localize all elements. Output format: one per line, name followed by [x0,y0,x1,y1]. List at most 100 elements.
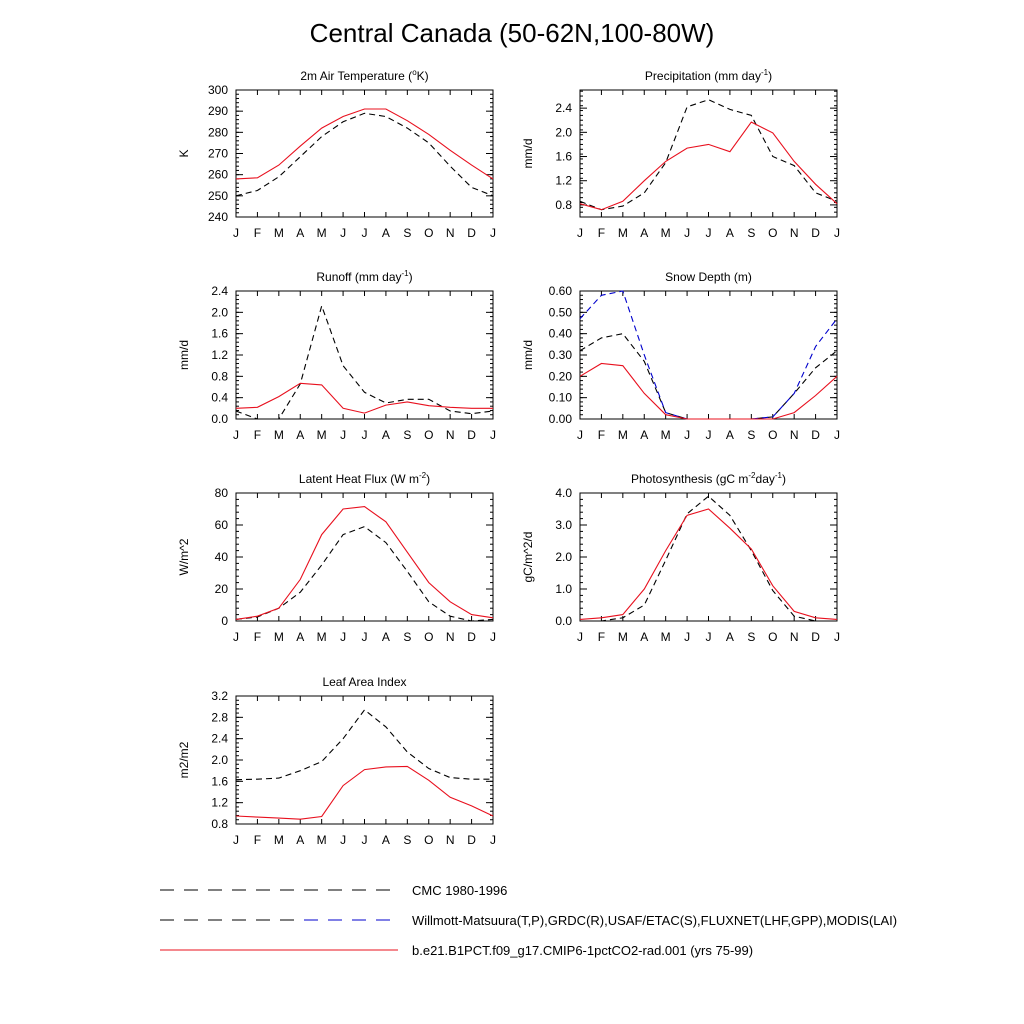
legend: CMC 1980-1996 Willmott-Matsuura(T,P),GRDC… [160,883,897,958]
title-superscript: -2 [748,471,756,480]
x-tick-label: M [317,226,327,240]
y-tick-label: 2.0 [211,753,228,767]
x-tick-label: J [233,833,239,847]
x-tick-label: A [640,226,648,240]
panel-0: 2m Air Temperature (oK)J F M A M J J A S O N D J2402… [177,68,496,240]
x-tick-label: O [768,630,777,644]
x-tick-label: D [811,630,820,644]
x-tick-label: S [403,226,411,240]
x-tick-label: A [382,428,390,442]
title-part: 2m Air Temperature ( [300,69,412,83]
y-tick-label: 0.0 [555,614,572,628]
x-tick-label: O [768,428,777,442]
y-tick-label: 40 [215,550,229,564]
y-tick-label: 0.30 [549,348,573,362]
title-superscript: -1 [402,269,410,278]
y-tick-label: 1.6 [555,150,572,164]
y-tick-label: 1.2 [555,174,572,188]
y-tick-label: 0 [221,614,228,628]
x-tick-label: J [340,226,346,240]
x-tick-label: A [296,833,304,847]
y-tick-label: 270 [208,147,228,161]
x-tick-label: J [233,428,239,442]
x-tick-label: M [661,428,671,442]
series-line-0 [235,525,494,622]
y-tick-label: 290 [208,104,228,118]
panel-title: Photosynthesis (gC m-2day-1) [631,471,786,486]
x-tick-label: J [362,630,368,644]
legend-label: CMC 1980-1996 [412,883,507,898]
x-tick-label: A [296,226,304,240]
main-title: Central Canada (50-62N,100-80W) [309,18,715,48]
plot-frame [579,492,838,622]
series-line-1 [235,765,494,820]
x-tick-label: S [747,226,755,240]
plot-frame [579,89,838,218]
y-axis-label: gC/m^2/d [521,532,535,583]
panel-title: Latent Heat Flux (W m-2) [299,471,430,486]
y-tick-label: 1.0 [555,582,572,596]
series-line-0 [235,709,493,781]
series-line-1 [235,108,494,180]
x-tick-label: M [274,226,284,240]
x-tick-label: J [490,226,496,240]
x-tick-label: O [424,630,433,644]
series-line-1 [579,508,838,620]
y-axis-label: W/m^2 [177,538,191,575]
legend-label: Willmott-Matsuura(T,P),GRDC(R),USAF/ETAC… [412,913,897,928]
x-tick-label: M [274,428,284,442]
y-axis-label: K [177,149,191,157]
y-tick-label: 0.8 [211,817,228,831]
y-tick-label: 4.0 [555,486,572,500]
x-tick-label: M [274,833,284,847]
panel-title: 2m Air Temperature (oK) [300,68,428,83]
y-tick-label: 1.6 [211,327,228,341]
x-tick-label: S [403,630,411,644]
plot-frame [235,492,494,622]
x-tick-label: A [382,630,390,644]
x-tick-label: A [382,226,390,240]
y-tick-label: 260 [208,168,228,182]
x-tick-label: F [598,428,605,442]
x-tick-label: F [254,833,261,847]
y-tick-label: 0.50 [549,305,573,319]
x-tick-label: J [233,226,239,240]
title-part: Leaf Area Index [322,675,406,689]
x-tick-label: N [446,428,455,442]
x-tick-label: J [684,428,690,442]
x-tick-label: O [424,833,433,847]
panel-1: Precipitation (mm day-1)J F M A M J J A S O N D J0.8… [521,68,840,240]
x-tick-label: J [706,226,712,240]
x-tick-label: A [640,428,648,442]
x-tick-label: S [747,428,755,442]
x-tick-label: J [684,630,690,644]
x-tick-label: J [490,630,496,644]
x-tick-label: N [446,630,455,644]
title-part: K) [417,69,429,83]
y-tick-label: 80 [215,486,229,500]
y-tick-label: 2.4 [211,732,228,746]
panel-3: Snow Depth (m)J F M A M J J A S O N D J0.000.100.200… [521,270,840,442]
plot-frame [235,695,494,825]
x-tick-label: J [834,226,840,240]
x-tick-label: J [233,630,239,644]
y-tick-label: 0.4 [211,391,228,405]
y-tick-label: 1.6 [211,774,228,788]
x-tick-label: J [490,428,496,442]
x-tick-label: N [790,226,799,240]
plot-frame [235,290,494,420]
panel-title: Runoff (mm day-1) [316,269,412,284]
x-tick-label: M [317,833,327,847]
y-tick-label: 280 [208,125,228,139]
x-tick-label: J [340,630,346,644]
x-tick-label: A [726,630,734,644]
y-tick-label: 250 [208,189,228,203]
y-tick-label: 2.0 [555,125,572,139]
series-line-1 [579,290,838,420]
title-part: ) [768,69,772,83]
y-tick-label: 2.4 [555,101,572,115]
x-tick-label: J [577,630,583,644]
x-tick-label: J [706,428,712,442]
x-tick-label: D [467,428,476,442]
